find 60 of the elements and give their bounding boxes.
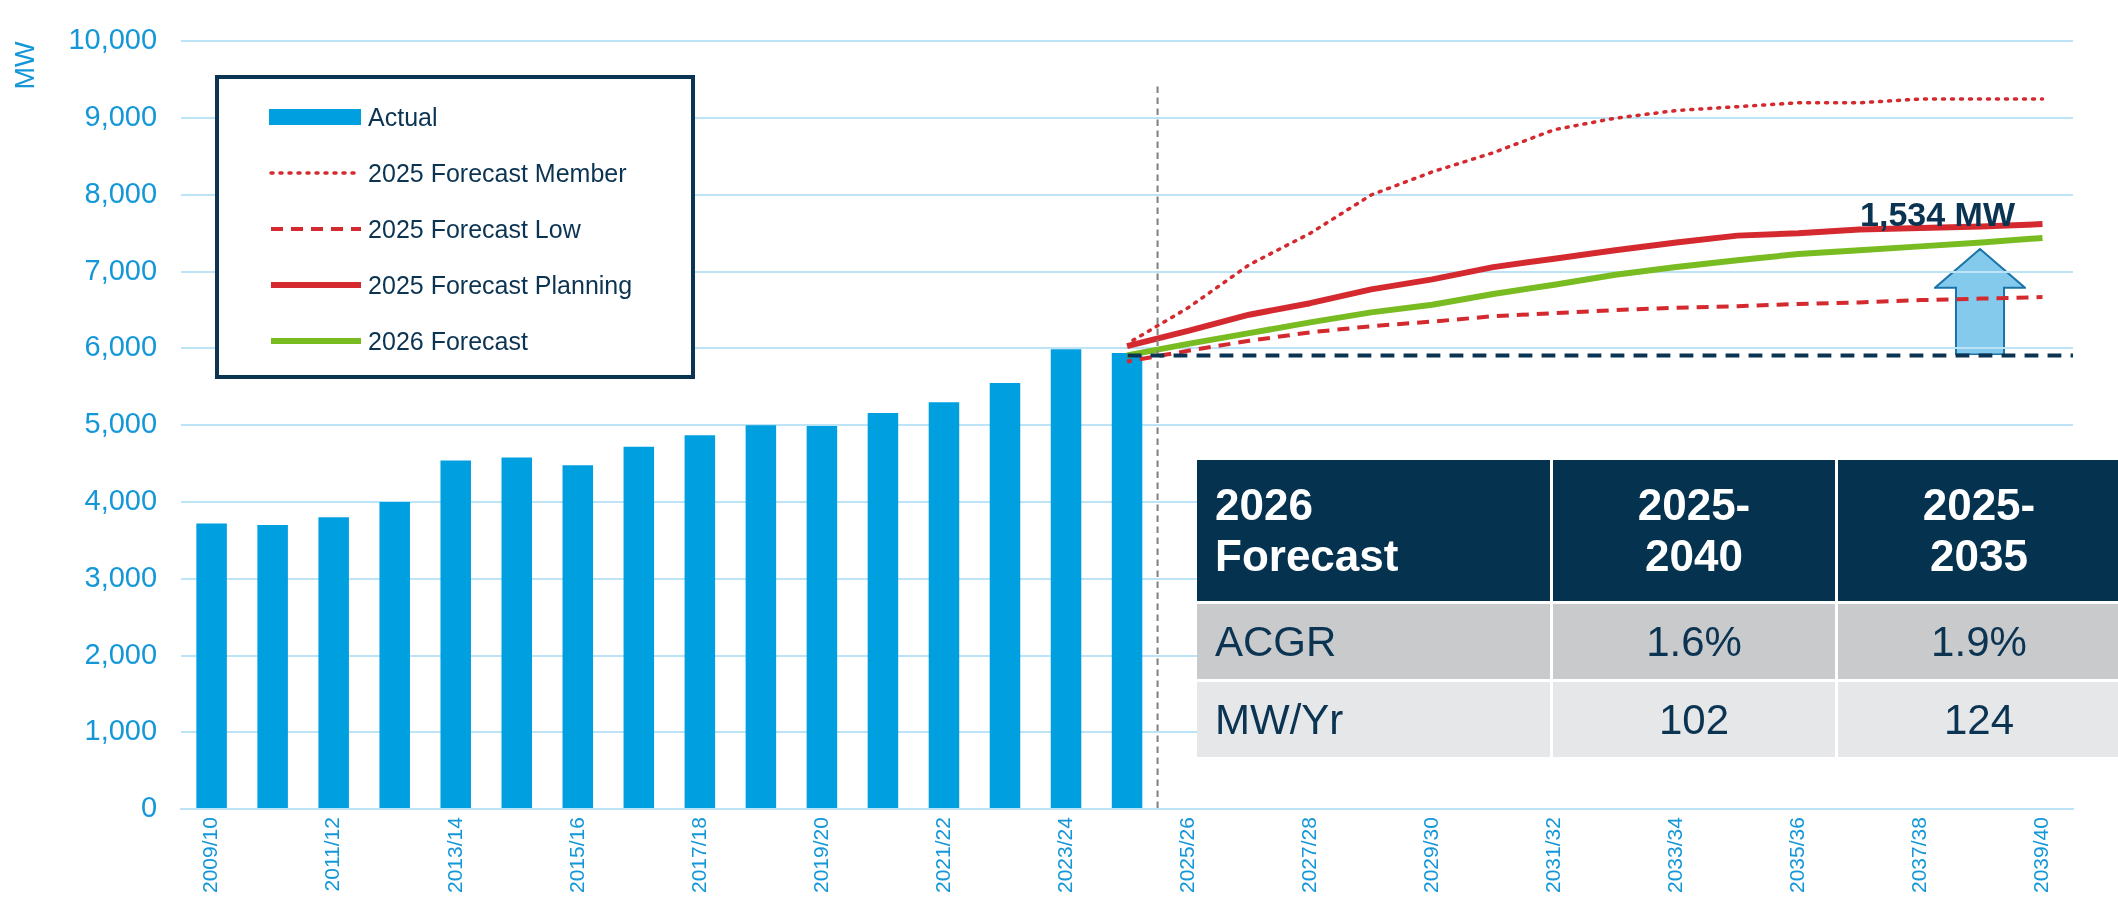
x-tick-label: 2029/30 [1418,817,1442,894]
y-tick-label: 2,000 [84,637,158,670]
y-tick-label: 3,000 [84,560,158,593]
bar [806,426,838,809]
y-tick-label: 7,000 [84,253,158,286]
annotation: 1,534 MW [1860,194,2016,233]
x-tick-label: 2021/22 [930,817,954,894]
y-tick-label: 6,000 [84,330,158,363]
bar [196,523,227,809]
bar [1050,349,1082,809]
x-tick-label: 2009/10 [198,817,222,894]
y-tick-label: 10,000 [68,23,158,56]
annotation: 2025-2040 [1636,479,1752,582]
y-tick-label: 9,000 [84,100,158,133]
bar [684,435,716,809]
x-tick-label: 2033/34 [1663,816,1687,894]
annotation: 1.9% [1931,617,2027,666]
annotation: ACGR [1215,617,1337,666]
x-tick-label: 2039/40 [2029,817,2053,894]
annotation: 2026 Forecast [1215,479,1400,582]
y-tick-label: 0 [140,791,158,824]
x-tick-label: 2019/20 [808,817,832,894]
y-tick-label: 8,000 [84,176,158,209]
x-tick-label: 2013/14 [442,816,466,894]
x-tick-label: 2023/24 [1052,816,1076,894]
y-axis-title: MW [9,40,40,90]
legend-label: 2025 Forecast Planning [368,270,633,300]
bar [501,457,533,809]
bar [257,525,288,809]
x-tick-label: 2011/12 [320,817,344,892]
annotation: MW/Yr [1215,695,1344,744]
bar [928,402,960,809]
bar [989,383,1021,809]
y-tick-label: 1,000 [84,714,158,747]
annotation: 102 [1658,695,1730,744]
legend-label: 2026 Forecast [368,326,528,356]
y-tick-label: 4,000 [84,484,158,517]
y-tick-label: 5,000 [84,407,158,440]
annotation: 1.6% [1646,617,1742,666]
bar [1111,353,1143,809]
x-tick-label: 2015/16 [564,817,588,894]
legend-label: 2025 Forecast Member [368,158,627,188]
annotation: 2025-2035 [1921,479,2037,582]
legend-label: 2025 Forecast Low [368,214,581,244]
x-tick-label: 2037/38 [1907,817,1931,894]
legend-label: Actual [368,102,438,132]
x-tick-label: 2027/28 [1296,817,1320,894]
bar [745,425,777,809]
bar [623,446,655,809]
bar [318,517,349,809]
bar [379,502,410,809]
bar [867,412,899,809]
bar [562,465,594,809]
x-tick-label: 2031/32 [1541,817,1565,894]
line-series [1125,295,2045,364]
bar [440,460,471,809]
annotation: 124 [1943,695,2015,744]
x-tick-label: 2035/36 [1785,817,1809,894]
x-tick-label: 2025/26 [1174,817,1198,894]
x-tick-label: 2017/18 [686,817,710,894]
